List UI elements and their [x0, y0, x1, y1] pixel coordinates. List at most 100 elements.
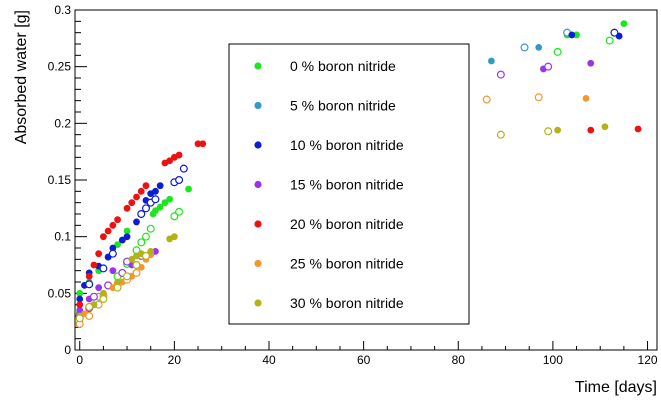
- legend-marker: [254, 101, 262, 110]
- data-point-open: [141, 251, 150, 260]
- data-point-filled: [118, 236, 126, 244]
- data-point-filled: [634, 125, 642, 133]
- data-point-filled: [199, 140, 207, 148]
- data-point-filled: [114, 278, 121, 286]
- legend-marker: [254, 299, 262, 307]
- data-point-filled: [142, 182, 150, 190]
- data-point-open: [132, 261, 141, 270]
- y-axis-label: Absorbed water [g]: [13, 10, 30, 144]
- data-point-filled: [104, 227, 112, 235]
- data-point-filled: [128, 199, 136, 207]
- x-tick-label: 20: [168, 353, 182, 367]
- data-point-filled: [114, 216, 121, 224]
- data-point-open: [170, 212, 179, 221]
- data-point-open: [520, 43, 529, 52]
- data-point-open: [99, 295, 108, 304]
- legend-marker: [254, 180, 262, 189]
- data-point-open: [108, 249, 117, 258]
- data-point-open: [85, 280, 94, 289]
- data-point-open: [99, 264, 108, 273]
- y-tick-label: 0.1: [54, 230, 71, 244]
- data-point-filled: [554, 126, 562, 134]
- legend-marker: [254, 220, 262, 228]
- data-point-filled: [123, 204, 131, 212]
- data-point-filled: [123, 227, 131, 235]
- data-point-open: [496, 130, 505, 139]
- data-point-filled: [156, 182, 164, 190]
- data-point-filled: [185, 185, 192, 193]
- data-point-open: [553, 47, 562, 56]
- data-point-open: [175, 207, 184, 216]
- x-tick-label: 100: [543, 353, 563, 367]
- legend-entry-label: 25 % boron nitride: [290, 256, 404, 272]
- data-point-open: [610, 28, 619, 37]
- data-point-filled: [76, 301, 84, 309]
- data-point-open: [137, 210, 146, 219]
- y-tick-label: 0.15: [48, 173, 72, 187]
- data-point-open: [137, 238, 146, 247]
- data-point-filled: [109, 221, 117, 229]
- data-point-filled: [582, 95, 590, 102]
- data-point-filled: [161, 199, 169, 207]
- data-point-filled: [147, 248, 155, 255]
- x-tick-label: 40: [262, 353, 276, 367]
- x-tick-label: 0: [76, 353, 83, 367]
- data-point-filled: [152, 187, 159, 195]
- data-point-open: [141, 204, 150, 213]
- legend-entry-label: 10 % boron nitride: [290, 137, 404, 153]
- legend-entry-label: 20 % boron nitride: [290, 216, 404, 232]
- data-point-open: [85, 302, 94, 311]
- data-point-filled: [170, 233, 178, 241]
- data-point-open: [605, 36, 614, 45]
- data-point-filled: [573, 31, 580, 39]
- data-point-open: [544, 127, 553, 136]
- legend-marker: [254, 259, 262, 268]
- legend-entry-label: 30 % boron nitride: [290, 295, 404, 311]
- data-point-filled: [194, 140, 202, 148]
- data-point-filled: [166, 195, 174, 203]
- data-point-filled: [535, 44, 543, 51]
- data-point-filled: [620, 20, 628, 27]
- data-point-filled: [152, 207, 159, 215]
- data-points: [75, 20, 642, 328]
- y-tick-label: 0.05: [48, 286, 72, 300]
- y-tick-label: 0.2: [54, 116, 71, 130]
- data-point-filled: [568, 31, 576, 39]
- data-point-filled: [114, 241, 121, 249]
- data-point-open: [544, 62, 553, 71]
- data-point-filled: [128, 255, 136, 263]
- data-point-filled: [99, 289, 107, 297]
- y-tick-label: 0.25: [48, 60, 72, 74]
- x-tick-label: 80: [452, 353, 466, 367]
- y-tick-label: 0: [64, 343, 71, 357]
- x-axis: 0 20 40 60 80 100 120: [76, 341, 658, 367]
- legend: 0 % boron nitride 5 % boron nitride 10 % b…: [228, 43, 470, 325]
- data-point-filled: [90, 261, 98, 269]
- data-point-open: [113, 283, 122, 292]
- data-point-open: [179, 164, 188, 173]
- data-point-open: [151, 195, 160, 204]
- legend-entry-label: 15 % boron nitride: [290, 177, 404, 193]
- data-point-filled: [95, 250, 103, 258]
- data-point-filled: [152, 248, 159, 255]
- data-point-open: [482, 95, 491, 104]
- data-point-filled: [133, 193, 140, 201]
- data-point-filled: [587, 126, 595, 134]
- x-tick-label: 120: [638, 353, 658, 367]
- data-point-filled: [95, 284, 103, 292]
- y-tick-label: 0.3: [54, 3, 71, 17]
- legend-entry-label: 0 % boron nitride: [290, 58, 396, 74]
- data-point-filled: [156, 203, 164, 211]
- data-point-open: [75, 314, 84, 323]
- data-point-open: [496, 70, 505, 79]
- y-axis: 0 0.05 0.1 0.15 0.2 0.25 0.3: [48, 3, 87, 357]
- legend-marker: [254, 62, 262, 70]
- data-point-filled: [137, 187, 145, 195]
- data-point-open: [534, 93, 543, 102]
- data-point-filled: [601, 123, 609, 131]
- data-point-filled: [133, 218, 140, 226]
- data-point-filled: [99, 233, 107, 241]
- legend-box: [228, 43, 470, 325]
- data-point-open: [146, 224, 155, 233]
- data-point-open: [141, 232, 150, 241]
